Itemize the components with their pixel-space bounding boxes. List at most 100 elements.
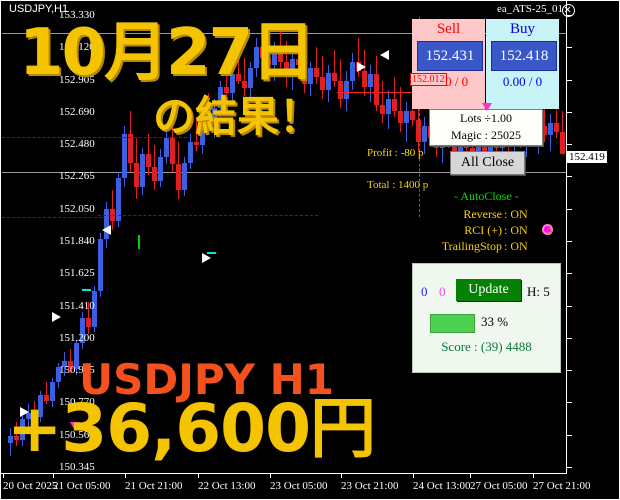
candle-body [80, 318, 85, 343]
autoclose-row-value-reverse[interactable]: : ON [504, 207, 528, 221]
buy-label: Buy [509, 21, 535, 37]
time-tick: 24 Oct 13:00 [413, 480, 471, 492]
counter-b: 0 [439, 284, 446, 299]
autoclose-row-value-trailingstop[interactable]: : ON [504, 239, 528, 253]
buy-button[interactable]: 152.418 [491, 41, 557, 71]
candle-body [20, 418, 25, 441]
candle-body [128, 133, 133, 163]
price-tick-mark [567, 176, 572, 178]
candle-body [554, 123, 559, 133]
candle-body [374, 74, 379, 105]
candle-body [104, 208, 109, 240]
price-tick-mark [567, 402, 572, 404]
candle-wick [208, 92, 209, 133]
candle-body [416, 120, 421, 142]
candle-wick [298, 34, 299, 72]
time-tick-mark [341, 473, 342, 478]
candle-body [272, 53, 277, 66]
total-label: Total : 1400 p [367, 179, 429, 191]
candle-wick [196, 117, 197, 151]
profit-label: Profit : -80 p [367, 147, 424, 159]
overlay-amount-text: +36,600円 [7, 390, 376, 467]
candle-body [266, 57, 271, 66]
magenta-dot-icon[interactable] [542, 224, 553, 235]
close-circle-icon[interactable] [562, 4, 575, 17]
candle-body [362, 71, 367, 87]
time-tick: 22 Oct 13:00 [198, 480, 256, 492]
autoclose-row-key-rci: RCI (+) [464, 223, 502, 237]
candle-body [62, 361, 67, 368]
sell-label: Sell [436, 21, 461, 37]
candle-body [236, 74, 241, 81]
candle-wick [394, 77, 395, 118]
candle-body [278, 53, 283, 63]
cyan-marker [82, 289, 91, 291]
trade-panel: Sell 152.431 0.00 / 0 152.012 Buy 152.41… [410, 19, 559, 253]
signal-arrow-right-icon [357, 62, 366, 72]
signal-arrow-left-icon [380, 50, 389, 60]
candle-body [200, 120, 205, 145]
price-tick-mark [567, 15, 572, 16]
candle-body [386, 98, 391, 115]
candle-body [194, 141, 199, 145]
autoclose-title: - AutoClose - [454, 189, 519, 203]
candle-body [188, 141, 193, 163]
counter-a: 0 [421, 284, 428, 299]
candle-body [248, 68, 253, 89]
candle-body [344, 80, 349, 99]
candle-body [92, 290, 97, 328]
price-tick-mark [567, 47, 572, 49]
candle-body [368, 74, 373, 87]
time-tick-mark [413, 473, 414, 478]
update-button[interactable]: Update [456, 279, 521, 301]
current-price-line [2, 172, 566, 173]
time-tick: 21 Oct 21:00 [125, 480, 183, 492]
candle-body [230, 74, 235, 93]
order-open-line [337, 92, 417, 93]
score-panel: 0 0 Update H: 5 33 % Score : (39) 4488 [412, 263, 561, 373]
dashed-indicator-line [2, 217, 102, 218]
candle-body [152, 167, 157, 182]
lots-magic-box[interactable]: Lots ÷1.00 Magic : 25025 [429, 109, 543, 146]
candle-body [392, 98, 397, 112]
price-tick-mark [567, 144, 572, 146]
signal-arrow-right-icon [20, 407, 29, 417]
sell-button[interactable]: 152.431 [417, 41, 483, 71]
candle-wick [226, 65, 227, 99]
candle-body [212, 107, 217, 127]
buy-section: Buy 152.418 0.00 / 0 [486, 19, 559, 109]
candle-body [98, 239, 103, 291]
candle-body [542, 126, 547, 136]
price-tick-mark [567, 337, 572, 339]
magenta-arrow-down-icon [70, 422, 80, 431]
candle-body [404, 111, 409, 124]
candle-wick [244, 57, 245, 96]
dashed-indicator-line [98, 215, 318, 216]
vertical-marker-line [419, 17, 420, 217]
price-tick: 150.985 [59, 364, 95, 377]
time-tick-mark [125, 473, 126, 478]
time-tick-mark [270, 473, 271, 478]
candle-body [164, 138, 169, 157]
candle-body [68, 361, 73, 369]
overlay-date-text: 10月27日 [19, 16, 315, 90]
candle-body [44, 394, 49, 401]
price-tick-mark [567, 370, 572, 372]
cyan-marker [207, 252, 216, 254]
candle-body [122, 133, 127, 179]
autoclose-row-value-rci[interactable]: : ON [504, 223, 528, 237]
candle-body [560, 132, 565, 154]
all-close-button[interactable]: All Close [450, 151, 525, 175]
candle-body [140, 153, 145, 188]
candle-body [320, 77, 325, 90]
candle-body [50, 382, 55, 401]
candle-body [158, 156, 163, 182]
candle-body [182, 162, 187, 191]
candle-body [380, 104, 385, 115]
price-tick: 152.050 [59, 202, 95, 215]
candle-body [332, 72, 337, 81]
price-tick: 151.200 [59, 331, 95, 344]
candle-wick [400, 86, 401, 133]
open-position-price-tag: 152.012 [410, 73, 447, 86]
candle-body [476, 141, 481, 154]
